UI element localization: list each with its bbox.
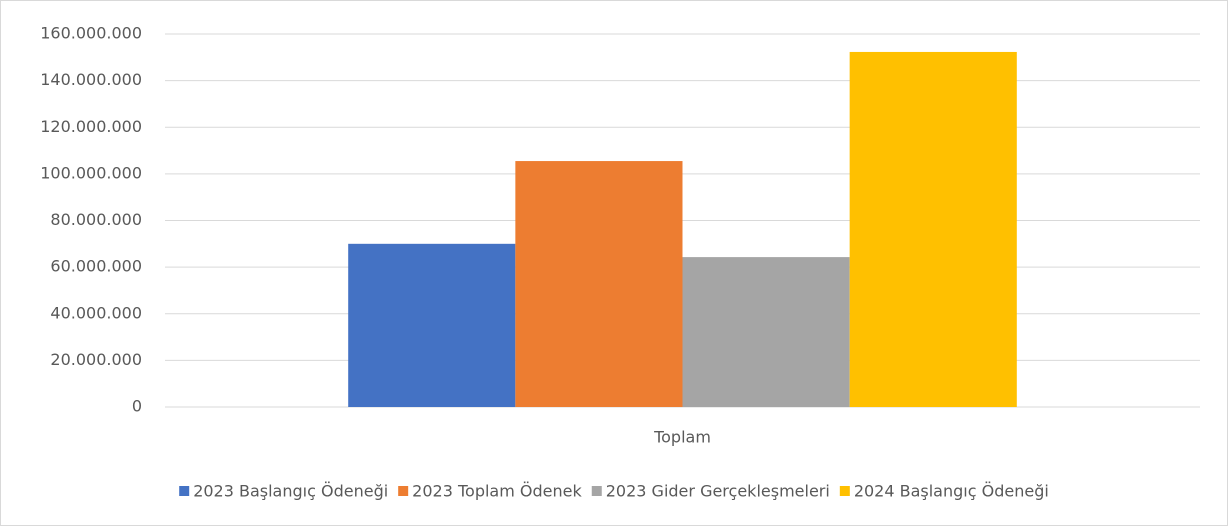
legend-label: 2023 Toplam Ödenek <box>412 482 582 501</box>
y-tick-label: 20.000.000 <box>50 350 142 369</box>
x-tick-label: Toplam <box>653 428 711 447</box>
bar <box>515 161 683 407</box>
bar <box>682 257 850 407</box>
bar <box>849 51 1017 408</box>
legend-swatch <box>839 486 850 496</box>
legend-label: 2023 Başlangıç Ödeneği <box>193 482 388 501</box>
y-tick-label: 60.000.000 <box>50 257 142 276</box>
bar <box>348 243 516 407</box>
y-tick-label: 100.000.000 <box>40 163 142 182</box>
legend-label: 2024 Başlangıç Ödeneği <box>854 482 1049 501</box>
y-tick-label: 40.000.000 <box>50 303 142 322</box>
legend-swatch <box>179 486 190 496</box>
y-tick-label: 0 <box>132 397 142 416</box>
y-tick-label: 160.000.000 <box>40 24 142 43</box>
legend-label: 2023 Gider Gerçekleşmeleri <box>606 482 830 501</box>
legend-swatch <box>398 486 409 496</box>
y-tick-label: 140.000.000 <box>40 70 142 89</box>
legend-swatch <box>591 486 602 496</box>
y-tick-label: 120.000.000 <box>40 117 142 136</box>
y-tick-label: 80.000.000 <box>50 210 142 229</box>
